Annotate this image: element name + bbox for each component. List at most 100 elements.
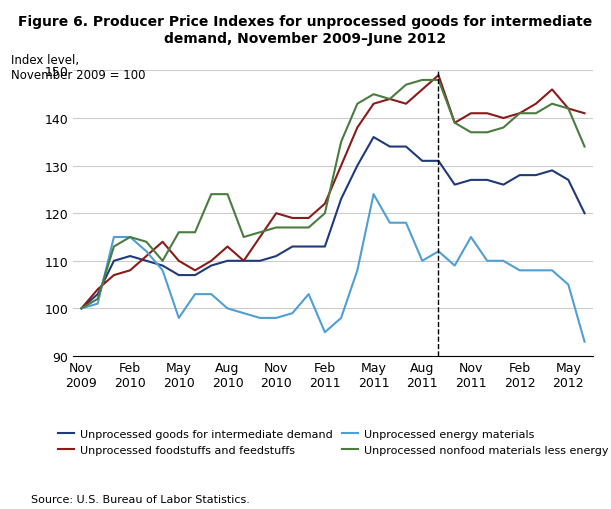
Unprocessed nonfood materials less energy	[451, 121, 458, 127]
Unprocessed nonfood materials less energy	[159, 258, 166, 264]
Unprocessed goods for intermediate demand	[175, 272, 183, 278]
Unprocessed energy materials	[159, 268, 166, 274]
Unprocessed energy materials	[581, 339, 588, 345]
Unprocessed goods for intermediate demand	[419, 158, 426, 164]
Unprocessed energy materials	[224, 306, 231, 312]
Unprocessed nonfood materials less energy	[354, 101, 361, 107]
Unprocessed foodstuffs and feedstuffs	[419, 87, 426, 93]
Unprocessed foodstuffs and feedstuffs	[256, 235, 263, 241]
Unprocessed goods for intermediate demand	[354, 163, 361, 169]
Unprocessed energy materials	[532, 268, 540, 274]
Unprocessed foodstuffs and feedstuffs	[126, 268, 134, 274]
Unprocessed foodstuffs and feedstuffs	[175, 258, 183, 264]
Unprocessed energy materials	[273, 315, 280, 321]
Unprocessed goods for intermediate demand	[305, 244, 312, 250]
Unprocessed goods for intermediate demand	[110, 258, 117, 264]
Unprocessed foodstuffs and feedstuffs	[240, 258, 247, 264]
Unprocessed nonfood materials less energy	[78, 306, 85, 312]
Unprocessed energy materials	[94, 301, 101, 307]
Unprocessed foodstuffs and feedstuffs	[370, 101, 377, 107]
Unprocessed energy materials	[126, 235, 134, 241]
Unprocessed energy materials	[435, 249, 442, 255]
Unprocessed goods for intermediate demand	[126, 253, 134, 260]
Unprocessed goods for intermediate demand	[549, 168, 556, 174]
Unprocessed nonfood materials less energy	[321, 211, 329, 217]
Unprocessed foodstuffs and feedstuffs	[143, 253, 150, 260]
Unprocessed goods for intermediate demand	[467, 178, 475, 184]
Unprocessed nonfood materials less energy	[208, 192, 215, 198]
Unprocessed foodstuffs and feedstuffs	[208, 258, 215, 264]
Unprocessed foodstuffs and feedstuffs	[354, 125, 361, 131]
Unprocessed goods for intermediate demand	[435, 158, 442, 164]
Text: Index level,
November 2009 = 100: Index level, November 2009 = 100	[11, 54, 145, 82]
Unprocessed energy materials	[549, 268, 556, 274]
Unprocessed goods for intermediate demand	[581, 211, 588, 217]
Unprocessed nonfood materials less energy	[191, 230, 199, 236]
Unprocessed energy materials	[565, 282, 572, 288]
Unprocessed foodstuffs and feedstuffs	[321, 201, 329, 207]
Unprocessed goods for intermediate demand	[256, 258, 263, 264]
Unprocessed nonfood materials less energy	[483, 130, 491, 136]
Unprocessed foodstuffs and feedstuffs	[549, 87, 556, 93]
Unprocessed nonfood materials less energy	[581, 144, 588, 150]
Unprocessed goods for intermediate demand	[516, 173, 523, 179]
Unprocessed goods for intermediate demand	[94, 292, 101, 298]
Unprocessed goods for intermediate demand	[337, 196, 345, 203]
Unprocessed nonfood materials less energy	[273, 225, 280, 231]
Unprocessed energy materials	[240, 310, 247, 317]
Unprocessed foodstuffs and feedstuffs	[78, 306, 85, 312]
Unprocessed energy materials	[483, 258, 491, 264]
Unprocessed goods for intermediate demand	[500, 182, 507, 188]
Unprocessed goods for intermediate demand	[289, 244, 296, 250]
Unprocessed energy materials	[370, 192, 377, 198]
Unprocessed goods for intermediate demand	[532, 173, 540, 179]
Unprocessed energy materials	[110, 235, 117, 241]
Unprocessed energy materials	[143, 249, 150, 255]
Unprocessed nonfood materials less energy	[419, 78, 426, 84]
Unprocessed foodstuffs and feedstuffs	[110, 272, 117, 278]
Unprocessed nonfood materials less energy	[94, 296, 101, 302]
Unprocessed nonfood materials less energy	[337, 139, 345, 146]
Unprocessed nonfood materials less energy	[370, 92, 377, 98]
Unprocessed energy materials	[403, 220, 410, 227]
Unprocessed nonfood materials less energy	[305, 225, 312, 231]
Unprocessed foodstuffs and feedstuffs	[386, 97, 393, 103]
Unprocessed goods for intermediate demand	[386, 144, 393, 150]
Unprocessed foodstuffs and feedstuffs	[451, 121, 458, 127]
Unprocessed nonfood materials less energy	[532, 111, 540, 117]
Unprocessed nonfood materials less energy	[403, 82, 410, 89]
Unprocessed goods for intermediate demand	[78, 306, 85, 312]
Unprocessed energy materials	[337, 315, 345, 321]
Unprocessed goods for intermediate demand	[143, 258, 150, 264]
Unprocessed energy materials	[256, 315, 263, 321]
Unprocessed foodstuffs and feedstuffs	[94, 287, 101, 293]
Text: Figure 6. Producer Price Indexes for unprocessed goods for intermediate
demand, : Figure 6. Producer Price Indexes for unp…	[18, 15, 593, 45]
Unprocessed energy materials	[354, 268, 361, 274]
Unprocessed goods for intermediate demand	[191, 272, 199, 278]
Legend: Unprocessed goods for intermediate demand, Unprocessed foodstuffs and feedstuffs: Unprocessed goods for intermediate deman…	[53, 425, 611, 459]
Unprocessed nonfood materials less energy	[386, 97, 393, 103]
Unprocessed foodstuffs and feedstuffs	[224, 244, 231, 250]
Unprocessed energy materials	[175, 315, 183, 321]
Unprocessed goods for intermediate demand	[321, 244, 329, 250]
Unprocessed foodstuffs and feedstuffs	[516, 111, 523, 117]
Unprocessed foodstuffs and feedstuffs	[191, 268, 199, 274]
Unprocessed goods for intermediate demand	[240, 258, 247, 264]
Unprocessed energy materials	[321, 329, 329, 335]
Unprocessed energy materials	[386, 220, 393, 227]
Unprocessed energy materials	[516, 268, 523, 274]
Text: Source: U.S. Bureau of Labor Statistics.: Source: U.S. Bureau of Labor Statistics.	[31, 494, 249, 504]
Unprocessed foodstuffs and feedstuffs	[403, 101, 410, 107]
Unprocessed nonfood materials less energy	[240, 235, 247, 241]
Unprocessed goods for intermediate demand	[451, 182, 458, 188]
Unprocessed goods for intermediate demand	[483, 178, 491, 184]
Unprocessed energy materials	[500, 258, 507, 264]
Unprocessed goods for intermediate demand	[565, 178, 572, 184]
Unprocessed energy materials	[289, 310, 296, 317]
Unprocessed goods for intermediate demand	[159, 263, 166, 269]
Unprocessed foodstuffs and feedstuffs	[289, 215, 296, 221]
Unprocessed nonfood materials less energy	[549, 101, 556, 107]
Unprocessed nonfood materials less energy	[467, 130, 475, 136]
Unprocessed foodstuffs and feedstuffs	[273, 211, 280, 217]
Unprocessed nonfood materials less energy	[500, 125, 507, 131]
